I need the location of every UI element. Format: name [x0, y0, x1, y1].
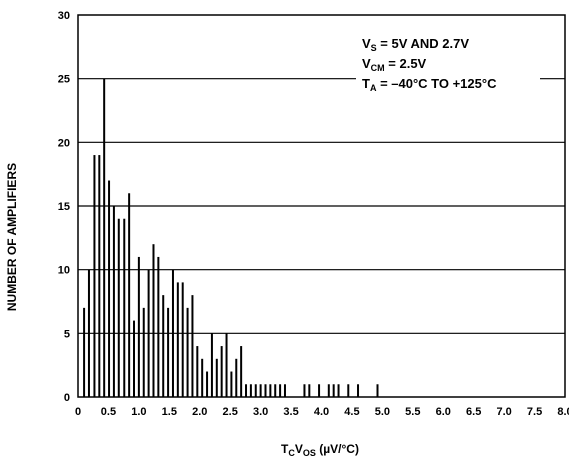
histogram-bar — [269, 384, 272, 397]
histogram-bar — [147, 269, 150, 397]
histogram-bar — [249, 384, 252, 397]
histogram-bar — [123, 218, 126, 397]
x-tick-label: 6.0 — [436, 406, 451, 418]
histogram-bar — [308, 384, 311, 397]
histogram-bar — [87, 269, 90, 397]
histogram-bar — [283, 384, 286, 397]
histogram-bar — [176, 282, 179, 397]
histogram-bar — [225, 333, 228, 397]
histogram-bar — [191, 295, 194, 397]
x-tick-label: 1.0 — [131, 406, 146, 418]
histogram-bar — [152, 244, 155, 397]
histogram-bar — [133, 320, 136, 397]
annotation-line-1: VS = 5V AND 2.7V — [362, 36, 469, 53]
histogram-bar — [240, 346, 243, 397]
histogram-bar — [337, 384, 340, 397]
x-tick-label: 0 — [75, 406, 81, 418]
histogram-bar — [215, 358, 218, 397]
histogram-bar — [196, 346, 199, 397]
x-tick-labels: 0 0.5 1.0 1.5 2.0 2.5 3.0 3.5 4.0 4.5 5.0 5.5 6.0 6.5… — [75, 406, 569, 418]
y-tick-labels: 0 5 10 15 20 25 30 — [58, 10, 70, 404]
x-tick-label: 5.5 — [405, 406, 420, 418]
histogram-bar — [108, 180, 111, 397]
histogram-bar — [103, 78, 106, 398]
histogram-bar — [93, 155, 96, 397]
x-tick-label: 4.0 — [314, 406, 329, 418]
histogram-bar — [142, 307, 145, 397]
x-tick-label: 2.5 — [223, 406, 238, 418]
x-tick-label: 6.5 — [466, 406, 481, 418]
histogram-bar — [210, 333, 213, 397]
y-tick-label: 15 — [58, 201, 70, 213]
histogram-bar — [254, 384, 257, 397]
histogram-bar — [220, 346, 223, 397]
y-axis-label: NUMBER OF AMPLIFIERS — [5, 163, 19, 311]
histogram-bar — [376, 384, 379, 397]
x-tick-label: 7.0 — [496, 406, 511, 418]
histogram-bar — [279, 384, 282, 397]
y-tick-label: 0 — [64, 392, 70, 404]
annotation-line-3: TA = –40°C TO +125°C — [362, 76, 497, 93]
histogram-bar — [157, 256, 160, 397]
histogram-bar — [98, 155, 101, 397]
histogram-bar — [186, 307, 189, 397]
conditions-annotation: VS = 5V AND 2.7V VCM = 2.5V TA = –40°C T… — [362, 36, 497, 93]
histogram-bar — [117, 218, 120, 397]
histogram-bar — [245, 384, 248, 397]
histogram-bar — [332, 384, 335, 397]
histogram-bar — [167, 307, 170, 397]
y-tick-label: 10 — [58, 265, 70, 277]
histogram-bar — [327, 384, 330, 397]
annotation-line-2: VCM = 2.5V — [362, 56, 427, 73]
histogram-bars — [83, 78, 379, 398]
x-tick-label: 5.0 — [375, 406, 390, 418]
histogram-bar — [171, 269, 174, 397]
x-tick-label: 1.5 — [162, 406, 177, 418]
histogram-bar — [357, 384, 360, 397]
plot-frame — [77, 14, 566, 398]
histogram-bar — [137, 256, 140, 397]
y-tick-label: 30 — [58, 10, 70, 22]
histogram-bar — [83, 307, 86, 397]
x-tick-label: 3.5 — [283, 406, 298, 418]
x-tick-label: 2.0 — [192, 406, 207, 418]
histogram-bar — [230, 371, 233, 397]
histogram-bar — [235, 358, 238, 397]
x-tick-label: 7.5 — [527, 406, 542, 418]
x-tick-label: 4.5 — [344, 406, 359, 418]
x-axis-label: TCVOS (µV/°C) — [281, 442, 359, 458]
histogram-bar — [112, 206, 115, 397]
x-tick-label: 8.0 — [557, 406, 569, 418]
grid-lines — [78, 78, 565, 334]
y-tick-label: 20 — [58, 137, 70, 149]
histogram-bar — [181, 282, 184, 397]
histogram-bar — [259, 384, 262, 397]
x-tick-label: 0.5 — [101, 406, 116, 418]
histogram-bar — [128, 193, 131, 397]
histogram-bar — [206, 371, 209, 397]
histogram-bar — [201, 358, 204, 397]
histogram-bar — [162, 295, 165, 397]
annotation-background — [356, 30, 540, 96]
histogram-bar — [318, 384, 321, 397]
x-tick-label: 3.0 — [253, 406, 268, 418]
histogram-bar — [347, 384, 350, 397]
histogram-bar — [303, 384, 306, 397]
histogram-bar — [264, 384, 267, 397]
y-tick-label: 5 — [64, 328, 70, 340]
y-tick-label: 25 — [58, 74, 70, 86]
histogram-bar — [274, 384, 277, 397]
